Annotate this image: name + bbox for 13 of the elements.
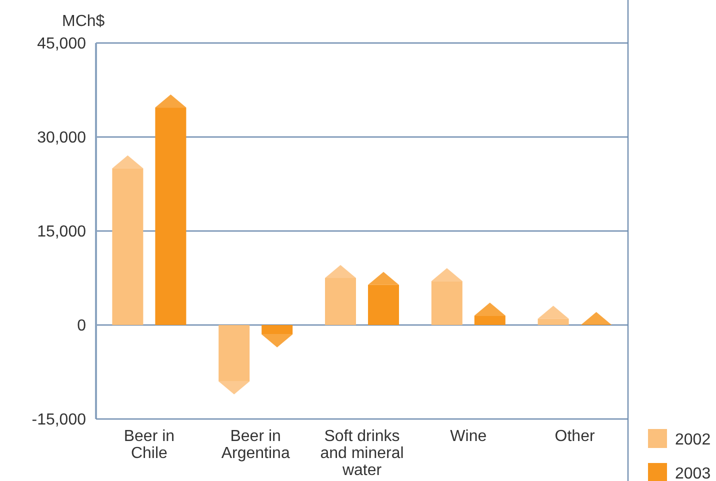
- y-tick-label: 15,000: [37, 224, 86, 241]
- x-tick-label: Soft drinks and mineral water: [320, 428, 404, 479]
- legend-label: 2002: [675, 432, 711, 449]
- x-tick-label: Other: [554, 428, 596, 445]
- x-tick-label: Wine: [450, 428, 487, 445]
- x-tick-label: Beer in Argentina: [221, 428, 290, 462]
- y-axis-title: MCh$: [62, 13, 105, 30]
- x-tick-label: Beer in Chile: [124, 428, 175, 462]
- y-tick-label: -15,000: [32, 412, 86, 429]
- y-tick-label: 45,000: [37, 36, 86, 53]
- legend-label: 2003: [675, 466, 711, 481]
- y-tick-label: 30,000: [37, 130, 86, 147]
- y-tick-label: 0: [77, 318, 86, 335]
